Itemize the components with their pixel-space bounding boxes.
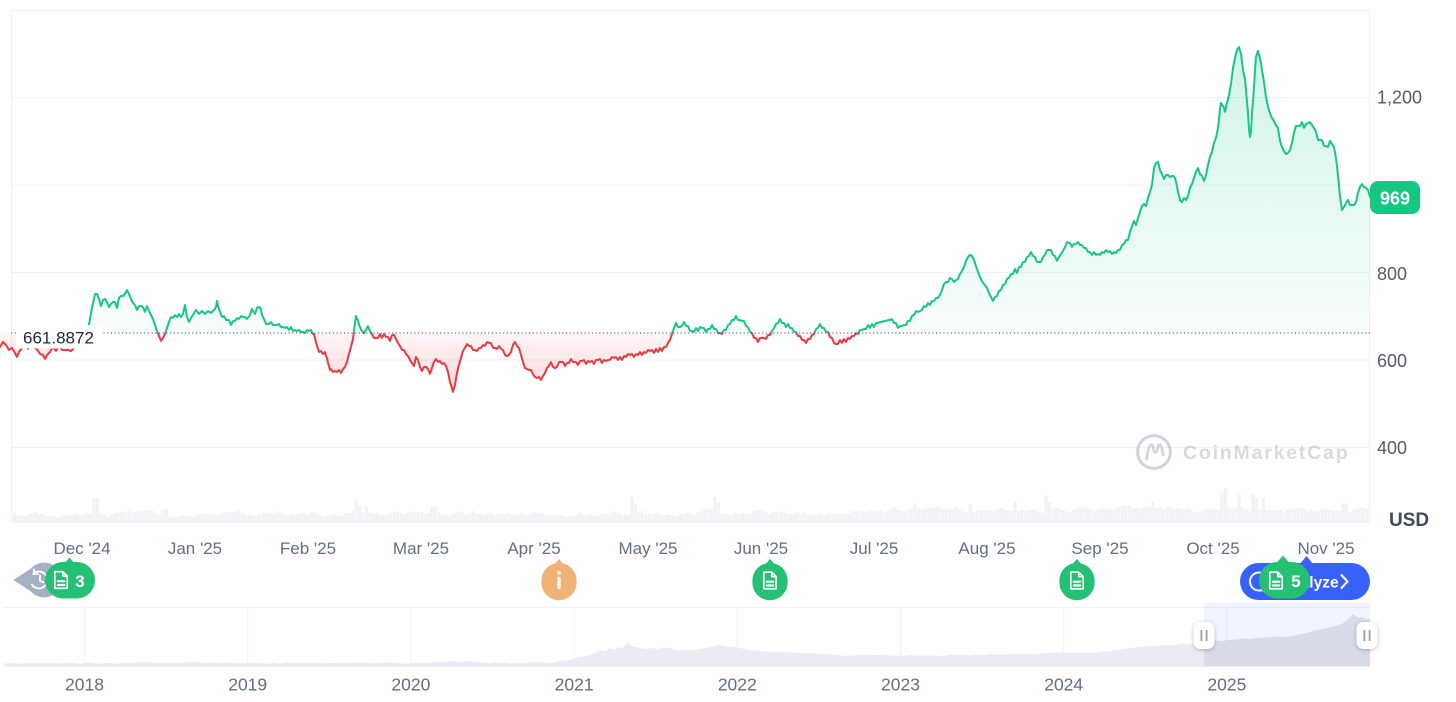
svg-text:May '25: May '25 xyxy=(619,539,678,558)
svg-text:Nov '25: Nov '25 xyxy=(1297,539,1354,558)
svg-text:Sep '25: Sep '25 xyxy=(1071,539,1128,558)
svg-text:1,200: 1,200 xyxy=(1377,88,1422,108)
svg-text:CoinMarketCap: CoinMarketCap xyxy=(1183,442,1349,464)
svg-text:Dec '24: Dec '24 xyxy=(53,539,110,558)
svg-text:Jun '25: Jun '25 xyxy=(734,539,788,558)
svg-text:2024: 2024 xyxy=(1044,675,1083,695)
svg-text:USD: USD xyxy=(1389,510,1429,531)
svg-text:Apr '25: Apr '25 xyxy=(507,539,560,558)
svg-text:800: 800 xyxy=(1377,264,1407,284)
svg-text:2021: 2021 xyxy=(555,675,594,695)
svg-text:5: 5 xyxy=(1291,572,1300,591)
svg-text:969: 969 xyxy=(1380,189,1410,209)
svg-text:2020: 2020 xyxy=(391,675,430,695)
svg-text:Oct '25: Oct '25 xyxy=(1186,539,1239,558)
svg-text:600: 600 xyxy=(1377,351,1407,371)
svg-text:Jul '25: Jul '25 xyxy=(850,539,899,558)
svg-text:2018: 2018 xyxy=(65,675,104,695)
svg-text:3: 3 xyxy=(75,572,84,591)
svg-text:661.8872: 661.8872 xyxy=(23,329,94,348)
svg-text:2022: 2022 xyxy=(718,675,757,695)
svg-text:2023: 2023 xyxy=(881,675,920,695)
svg-text:2025: 2025 xyxy=(1207,675,1246,695)
svg-text:Mar '25: Mar '25 xyxy=(393,539,449,558)
svg-text:Jan '25: Jan '25 xyxy=(168,539,222,558)
svg-text:400: 400 xyxy=(1377,438,1407,458)
svg-text:Feb '25: Feb '25 xyxy=(280,539,336,558)
svg-text:2019: 2019 xyxy=(228,675,267,695)
svg-text:Aug '25: Aug '25 xyxy=(958,539,1015,558)
